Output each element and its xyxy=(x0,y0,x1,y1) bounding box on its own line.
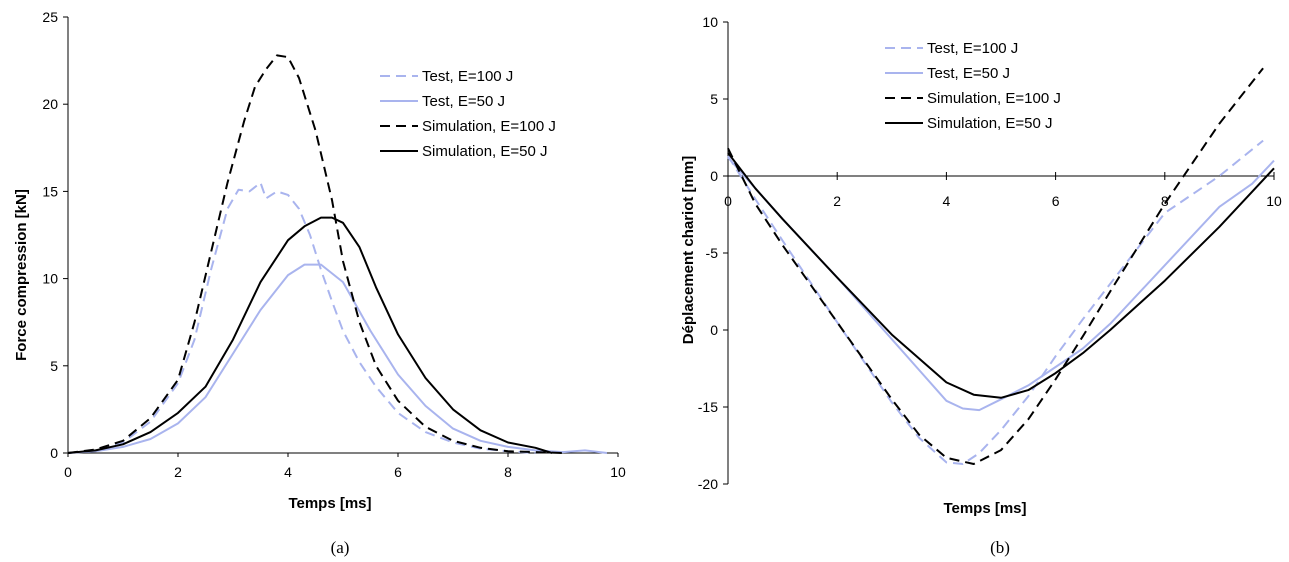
panel-a-tick-labels: 0 5 10 15 20 25 0 2 4 6 8 10 xyxy=(42,9,626,480)
panel-a-series-line-3 xyxy=(67,216,553,454)
panel-a-x-tick-label: 2 xyxy=(174,464,182,480)
panel-b-series-line-2 xyxy=(727,67,1264,465)
panel-a-legend-label-1: Test, E=50 J xyxy=(422,93,505,110)
panel-b-y-tick-label: -20 xyxy=(698,476,718,492)
panel-b-y-tick-label: 10 xyxy=(702,14,718,30)
panel-a-y-tick-label: 20 xyxy=(42,96,58,112)
panel-a-legend-label-0: Test, E=100 J xyxy=(422,68,513,85)
panel-a-y-tick-label: 15 xyxy=(42,183,58,199)
panel-a-y-tick-label: 0 xyxy=(50,445,58,461)
panel-b-x-tick-label: 2 xyxy=(833,193,841,209)
panel-b-legend-label-2: Simulation, E=100 J xyxy=(927,90,1061,107)
panel-a-ylabel: Force compression [kN] xyxy=(13,189,30,361)
panel-a-series-line-1 xyxy=(67,263,608,454)
panel-b-legend: Test, E=100 J Test, E=50 J Simulation, E=1… xyxy=(885,40,1061,132)
panel-b-y-tick-label: -5 xyxy=(706,245,719,261)
panel-b-tick-labels: -20 -15 0 -5 0 5 10 0 2 4 6 8 10 xyxy=(698,14,1282,492)
panel-a-legend-label-3: Simulation, E=50 J xyxy=(422,143,548,160)
panel-b-series-line-1 xyxy=(727,156,1275,412)
panel-b-series-line-3 xyxy=(727,152,1275,399)
panel-a-axes xyxy=(63,16,619,457)
panel-a-legend: Test, E=100 J Test, E=50 J Simulation, E=1… xyxy=(380,68,556,160)
panel-b-legend-label-3: Simulation, E=50 J xyxy=(927,115,1053,132)
panel-a-series-line-0 xyxy=(67,181,536,454)
panel-b-xlabel: Temps [ms] xyxy=(943,500,1026,517)
panel-b-y-tick-label: 0 xyxy=(710,322,718,338)
panel-b-y-tick-label: 0 xyxy=(710,168,718,184)
panel-a-x-tick-label: 0 xyxy=(64,464,72,480)
panel-a-y-tick-label: 25 xyxy=(42,9,58,25)
panel-b-ylabel: Déplacement chariot [mm] xyxy=(680,156,697,344)
panel-a-x-tick-label: 8 xyxy=(504,464,512,480)
panel-b-x-tick-label: 10 xyxy=(1266,193,1282,209)
panel-a-caption: (a) xyxy=(331,538,350,557)
panel-b-x-tick-label: 6 xyxy=(1052,193,1060,209)
panel-a: 0 5 10 15 20 25 0 2 4 6 8 10 Test, E=100 J Test, E=5… xyxy=(13,9,626,557)
panel-a-series xyxy=(67,54,608,454)
panel-a-series-line-2 xyxy=(67,54,564,454)
panel-a-legend-label-2: Simulation, E=100 J xyxy=(422,118,556,135)
panel-b-y-tick-label: 5 xyxy=(710,91,718,107)
panel-a-x-tick-label: 4 xyxy=(284,464,292,480)
panel-a-y-tick-label: 5 xyxy=(50,358,58,374)
panel-b-legend-label-0: Test, E=100 J xyxy=(927,40,1018,57)
panel-b-legend-label-1: Test, E=50 J xyxy=(927,65,1010,82)
panel-b-y-tick-label: -15 xyxy=(698,399,718,415)
panel-a-xlabel: Temps [ms] xyxy=(288,495,371,512)
panel-b-x-tick-label: 8 xyxy=(1161,193,1169,209)
panel-a-x-tick-label: 6 xyxy=(394,464,402,480)
panel-a-x-tick-label: 10 xyxy=(610,464,626,480)
panel-a-y-tick-label: 10 xyxy=(42,271,58,287)
panel-b-caption: (b) xyxy=(990,538,1010,557)
panel-b-series xyxy=(727,67,1275,465)
panel-b-x-tick-label: 4 xyxy=(943,193,951,209)
panel-b-series-line-0 xyxy=(727,139,1264,465)
panel-b-x-tick-label: 0 xyxy=(724,193,732,209)
